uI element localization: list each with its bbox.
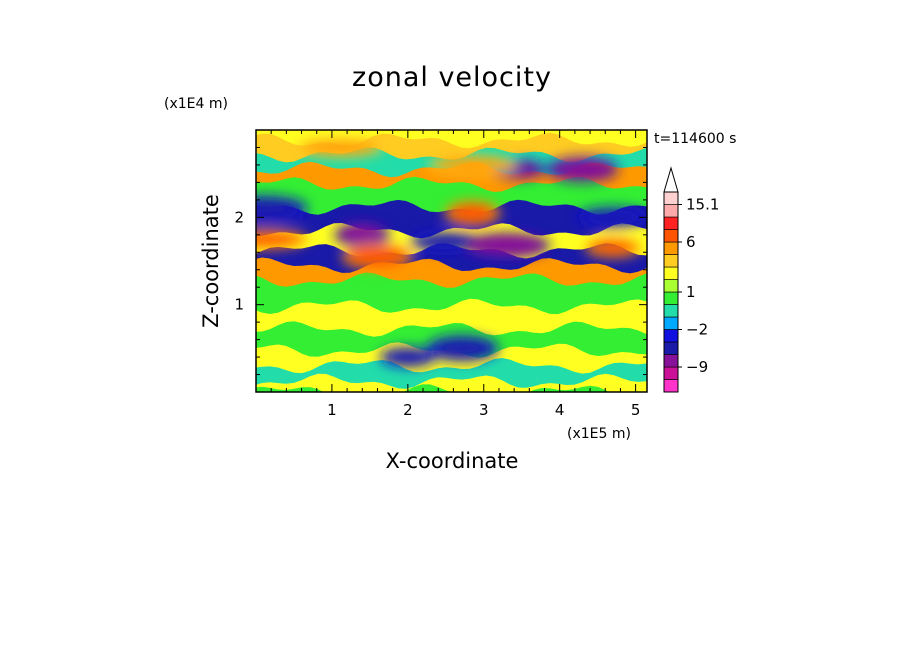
plot-area <box>256 130 647 392</box>
velocity-feature <box>450 203 495 222</box>
velocity-feature <box>552 160 613 179</box>
colorbar-label: 6 <box>686 233 696 251</box>
x-tick-label: 3 <box>479 401 489 419</box>
colorbar-swatch <box>663 241 679 255</box>
colorbar-swatch <box>663 229 679 243</box>
y-tick-label: 1 <box>234 296 244 314</box>
plot-frame <box>255 129 648 393</box>
velocity-feature <box>468 236 545 255</box>
colorbar-swatch <box>663 366 679 380</box>
colorbar-swatch <box>663 216 679 230</box>
velocity-feature <box>301 141 378 154</box>
time-label: t=114600 s <box>654 131 736 147</box>
x-unit-label: (x1E5 m) <box>567 426 631 442</box>
colorbar-label: 15.1 <box>686 196 719 214</box>
colorbar-swatch <box>663 316 679 330</box>
velocity-feature <box>385 351 430 364</box>
colorbar-swatch <box>663 354 679 368</box>
colorbar-swatch <box>663 191 679 205</box>
velocity-feature <box>340 225 385 244</box>
colorbar-swatch <box>663 329 679 343</box>
colorbar-swatch <box>663 291 679 305</box>
x-axis-label: X-coordinate <box>386 449 519 473</box>
colorbar-swatch <box>663 379 679 393</box>
colorbar-extend-arrow <box>663 166 679 193</box>
x-tick-label: 4 <box>555 401 565 419</box>
velocity-feature <box>347 247 408 266</box>
colorbar-swatch <box>663 279 679 293</box>
y-unit-label: (x1E4 m) <box>164 96 228 112</box>
colorbar-label: −2 <box>686 321 708 339</box>
y-axis-label: Z-coordinate <box>199 194 223 328</box>
colorbar-swatch <box>663 341 679 355</box>
colorbar: 15.1 6 1 −2 −9 <box>663 166 719 393</box>
x-axis-ticks: 1 2 3 4 5 <box>270 130 641 419</box>
y-tick-label: 2 <box>234 208 244 226</box>
velocity-band <box>256 373 647 392</box>
velocity-feature <box>256 199 302 218</box>
chart-title: zonal velocity <box>352 62 552 93</box>
y-axis-ticks: 12 <box>234 146 647 376</box>
x-tick-label: 1 <box>327 401 337 419</box>
velocity-feature <box>256 233 302 246</box>
colorbar-swatch <box>663 304 679 318</box>
velocity-feature <box>582 211 643 224</box>
colorbar-swatch <box>663 204 679 218</box>
velocity-band <box>256 384 609 392</box>
colorbar-label: 1 <box>686 283 696 301</box>
velocity-feature <box>432 339 493 358</box>
colorbar-swatch <box>663 266 679 280</box>
velocity-feature <box>415 235 476 248</box>
velocity-feature <box>590 241 635 254</box>
colorbar-swatch <box>663 254 679 268</box>
velocity-feature <box>434 158 511 171</box>
x-tick-label: 5 <box>631 401 641 419</box>
velocity-features <box>256 137 647 368</box>
x-tick-label: 2 <box>403 401 413 419</box>
colorbar-label: −9 <box>686 358 708 376</box>
